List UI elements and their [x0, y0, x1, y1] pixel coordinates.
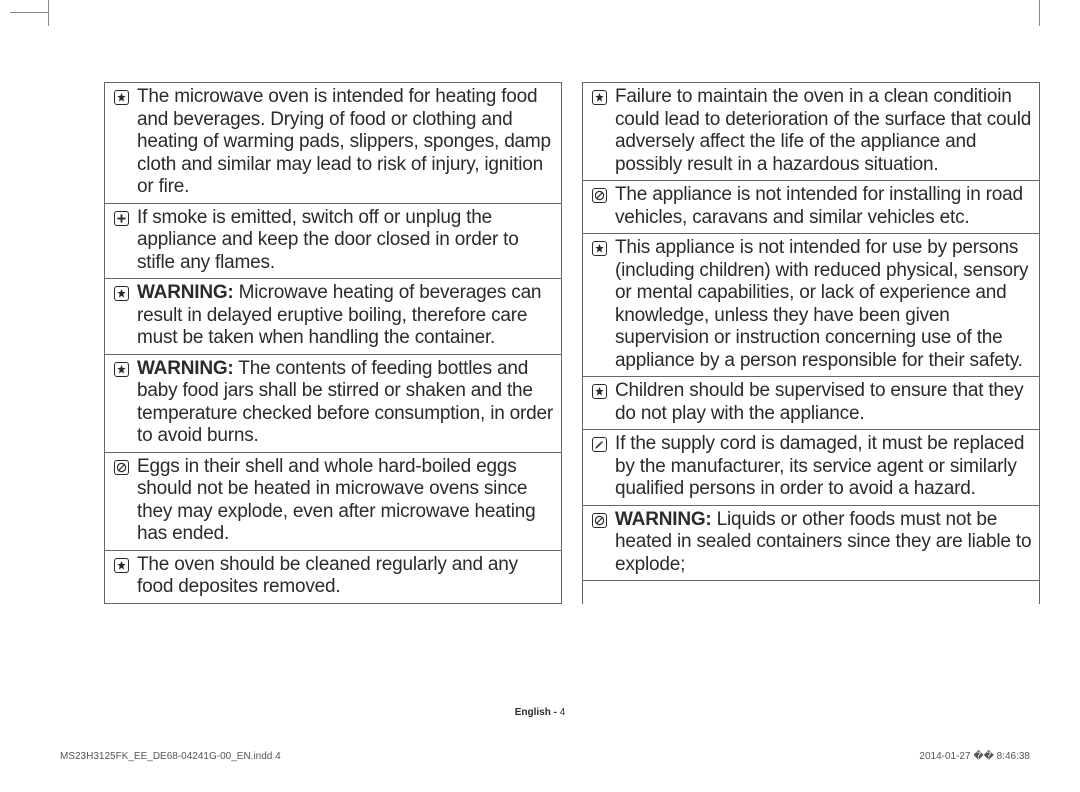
- safety-item: WARNING: Liquids or other foods must not…: [583, 506, 1039, 582]
- safety-text: The oven should be cleaned regularly and…: [135, 551, 561, 603]
- safety-text: If the supply cord is damaged, it must b…: [613, 430, 1039, 505]
- star-icon: [105, 83, 135, 203]
- crop-mark: [1039, 0, 1040, 26]
- right-column: Failure to maintain the oven in a clean …: [582, 82, 1040, 604]
- safety-text: WARNING: Liquids or other foods must not…: [613, 506, 1039, 581]
- safety-text: Failure to maintain the oven in a clean …: [613, 83, 1039, 180]
- star-icon: [105, 551, 135, 603]
- page: The microwave oven is intended for heati…: [0, 0, 1080, 792]
- safety-text: Eggs in their shell and whole hard-boile…: [135, 453, 561, 550]
- safety-text: The microwave oven is intended for heati…: [135, 83, 561, 203]
- slash-icon: [583, 181, 613, 233]
- safety-text: If smoke is emitted, switch off or unplu…: [135, 204, 561, 279]
- safety-item: This appliance is not intended for use b…: [583, 234, 1039, 377]
- safety-item: Children should be supervised to ensure …: [583, 377, 1039, 430]
- safety-item: WARNING: Microwave heating of beverages …: [105, 279, 561, 355]
- plus-icon: [105, 204, 135, 279]
- safety-text: This appliance is not intended for use b…: [613, 234, 1039, 376]
- slash-icon: [105, 453, 135, 550]
- safety-text: WARNING: Microwave heating of beverages …: [135, 279, 561, 354]
- pencil-icon: [583, 430, 613, 505]
- safety-item: The appliance is not intended for instal…: [583, 181, 1039, 234]
- safety-item: If the supply cord is damaged, it must b…: [583, 430, 1039, 506]
- safety-item: Eggs in their shell and whole hard-boile…: [105, 453, 561, 551]
- star-icon: [105, 355, 135, 452]
- slash-icon: [583, 506, 613, 581]
- star-icon: [105, 279, 135, 354]
- footer-filename: MS23H3125FK_EE_DE68-04241G-00_EN.indd 4: [60, 751, 281, 762]
- star-icon: [583, 83, 613, 180]
- content-columns: The microwave oven is intended for heati…: [104, 82, 1040, 604]
- footer-timestamp: 2014-01-27 �� 8:46:38: [919, 751, 1030, 762]
- safety-item: The oven should be cleaned regularly and…: [105, 551, 561, 604]
- star-icon: [583, 377, 613, 429]
- safety-item: The microwave oven is intended for heati…: [105, 83, 561, 204]
- safety-text: WARNING: The contents of feeding bottles…: [135, 355, 561, 452]
- crop-mark: [10, 12, 48, 13]
- safety-item: If smoke is emitted, switch off or unplu…: [105, 204, 561, 280]
- left-column: The microwave oven is intended for heati…: [104, 82, 562, 604]
- footer-pagenum: 4: [560, 707, 566, 718]
- crop-mark: [48, 0, 49, 26]
- safety-item: Failure to maintain the oven in a clean …: [583, 83, 1039, 181]
- star-icon: [583, 234, 613, 376]
- safety-text: The appliance is not intended for instal…: [613, 181, 1039, 233]
- safety-text: Children should be supervised to ensure …: [613, 377, 1039, 429]
- safety-item: WARNING: The contents of feeding bottles…: [105, 355, 561, 453]
- footer-center: English - 4: [0, 707, 1080, 718]
- footer-language: English -: [515, 707, 560, 718]
